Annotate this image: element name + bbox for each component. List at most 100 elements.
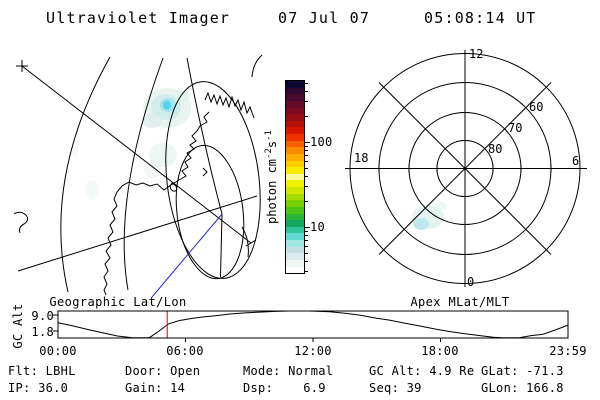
mlt-label-12: 12	[469, 47, 483, 61]
x-tick-label: 12:00	[294, 344, 332, 358]
colorbar-band	[286, 233, 304, 240]
status-door: Door: Open	[125, 364, 201, 378]
colorbar-band	[286, 87, 304, 95]
colorbar-unit-label: photon cm-2s-1	[264, 112, 280, 242]
aurora-blob	[149, 143, 177, 167]
apex-polar-plot: 12 18 6 0 60 70 80	[345, 47, 587, 289]
status-gc-alt: GC Alt: 4.9 Re	[369, 364, 475, 378]
aurora-emission-polar	[412, 202, 447, 230]
status-gain: Gain: 14	[125, 381, 186, 395]
colorbar-tick	[305, 142, 310, 143]
colorbar-tick	[305, 116, 308, 117]
chart-frame	[57, 310, 569, 339]
aurora-blob	[174, 90, 190, 102]
colorbar-tick	[305, 155, 308, 156]
colorbar-band	[286, 193, 304, 201]
colorbar-band	[286, 180, 304, 187]
map-panel-title: Geographic Lat/Lon	[49, 295, 187, 309]
status-dsp: Dsp: 6.9	[243, 381, 326, 395]
status-glon: GLon: 166.8	[481, 381, 564, 395]
x-tick-label: 00:00	[39, 344, 77, 358]
colorbar-band	[286, 100, 304, 108]
x-tick-label: 18:00	[421, 344, 459, 358]
colorbar-band	[286, 259, 304, 267]
aurora-blob	[142, 114, 162, 128]
unit-base: photon cm	[265, 158, 279, 224]
colorbar-band	[286, 187, 304, 194]
colorbar-tick	[305, 161, 308, 162]
colorbar-band	[286, 127, 304, 134]
mlt-label-18: 18	[354, 151, 368, 165]
mlt-label-0: 0	[467, 275, 474, 289]
colorbar-band	[286, 173, 304, 181]
colorbar-tick	[305, 186, 308, 187]
colorbar-band	[286, 160, 304, 168]
status-flt: Flt: LBHL	[8, 364, 76, 378]
colorbar-tick-100: 100	[310, 135, 333, 149]
aurora-blob	[144, 162, 162, 178]
unit-exponent: -2	[264, 148, 274, 159]
colorbar-band	[286, 81, 304, 88]
geographic-map	[13, 54, 263, 298]
colorbar-tick	[305, 168, 308, 169]
polar-grid	[345, 50, 587, 287]
colorbar-band	[286, 253, 304, 260]
coastline	[13, 91, 255, 296]
y-axis-title: GC Alt	[11, 303, 25, 349]
colorbar-tick	[305, 227, 310, 228]
colorbar-band	[286, 266, 304, 274]
status-glat: GLat: -71.3	[481, 364, 564, 378]
status-seq: Seq: 39	[369, 381, 422, 395]
colorbar-tick	[305, 91, 308, 92]
aurora-blob	[85, 180, 99, 200]
colorbar-band	[286, 167, 304, 174]
mlt-label-6: 6	[572, 154, 579, 168]
colorbar-tick	[305, 253, 308, 254]
mlat-label-80: 80	[488, 142, 502, 156]
colorbar-tick	[305, 246, 308, 247]
x-tick-label: 23:59	[549, 344, 587, 358]
app-title: Ultraviolet Imager	[46, 9, 231, 27]
unit-exponent: -1	[264, 130, 274, 141]
colorbar-tick	[305, 271, 308, 272]
status-ip: IP: 36.0	[8, 381, 69, 395]
colorbar-band	[286, 200, 304, 207]
colorbar-band	[286, 107, 304, 115]
colorbar-tick	[305, 235, 308, 236]
colorbar-tick	[305, 231, 308, 232]
colorbar-tick	[305, 201, 308, 202]
colorbar-band	[286, 246, 304, 254]
x-tick-label: 06:00	[166, 344, 204, 358]
y-tick-label: 9.0	[31, 309, 54, 323]
colorbar-tick	[305, 176, 308, 177]
aurora-blob	[163, 100, 171, 110]
colorbar-band	[286, 213, 304, 221]
y-tick-label: 1.8	[31, 325, 54, 339]
mlat-label-60: 60	[529, 100, 543, 114]
colorbar-band	[286, 226, 304, 234]
colorbar-band	[286, 114, 304, 121]
colorbar-tick	[305, 83, 308, 84]
date-label: 07 Jul 07	[278, 9, 371, 27]
x-axis-ticks	[185, 338, 441, 342]
colorbar-band	[286, 206, 304, 214]
colorbar	[285, 80, 305, 274]
colorbar-band	[286, 220, 304, 227]
colorbar-tick	[305, 240, 308, 241]
aurora-blob	[413, 218, 429, 230]
colorbar-band	[286, 240, 304, 247]
colorbar-band	[286, 94, 304, 101]
gc-alt-curve	[57, 310, 569, 339]
aurora-blob	[435, 202, 447, 210]
polar-panel-title: Apex MLat/MLT	[410, 295, 510, 309]
colorbar-band	[286, 140, 304, 148]
colorbar-tick	[305, 101, 308, 102]
time-ut-label: 05:08:14 UT	[424, 9, 537, 27]
colorbar-tick	[305, 146, 308, 147]
colorbar-tick	[305, 261, 308, 262]
status-mode: Mode: Normal	[243, 364, 334, 378]
colorbar-band	[286, 134, 304, 141]
map-grid	[16, 54, 263, 293]
colorbar-band	[286, 147, 304, 154]
